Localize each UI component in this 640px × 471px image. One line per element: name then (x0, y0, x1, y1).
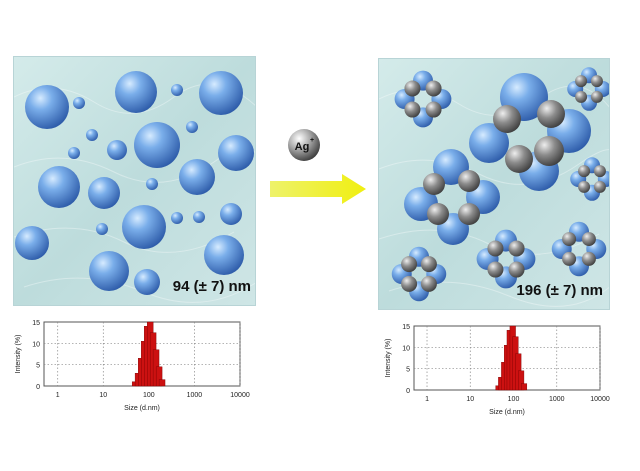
x-axis-label: Size (d.nm) (124, 405, 160, 412)
y-tick-label: 0 (36, 384, 40, 391)
x-tick-label: 100 (508, 396, 520, 403)
x-tick-label: 1000 (187, 392, 203, 399)
x-tick-label: 100 (143, 392, 155, 399)
silver-ion-icon: Ag + (286, 127, 322, 163)
left-size-label: 94 (± 7) nm (172, 278, 251, 295)
right-size-histogram: 0 5 10 15 1 10 100 1000 10000 Size (d.nm) Intensit… (378, 322, 614, 432)
x-tick-label: 10000 (590, 396, 610, 403)
silver-bridged-cluster (570, 157, 609, 201)
ion-charge: + (310, 137, 314, 144)
histogram-bar (158, 379, 166, 387)
y-tick-label: 0 (406, 388, 410, 395)
silver-bridged-cluster (394, 70, 452, 128)
silver-bridged-cluster (567, 67, 609, 111)
x-tick-label: 10000 (230, 392, 250, 399)
y-tick-label: 15 (402, 324, 410, 331)
x-axis-label: Size (d.nm) (489, 409, 525, 416)
y-tick-label: 5 (36, 363, 40, 370)
large-silver-bridged-cluster (404, 149, 500, 245)
x-tick-label: 1 (56, 392, 60, 399)
silver-bridged-cluster (551, 221, 607, 277)
large-silver-bridged-cluster (469, 73, 591, 191)
y-axis-label: Intensity (%) (15, 335, 22, 374)
silver-bridged-cluster (391, 246, 447, 302)
y-tick-label: 5 (406, 367, 410, 374)
x-tick-label: 10 (466, 396, 474, 403)
x-tick-label: 1 (425, 396, 429, 403)
aggregated-nanoparticles-panel: 196 (± 7) nm (378, 58, 610, 310)
dispersed-nanoparticles-illustration (14, 57, 255, 305)
dispersed-nanoparticles-panel: 94 (± 7) nm (13, 56, 256, 306)
x-tick-label: 1000 (549, 396, 565, 403)
ion-symbol: Ag (295, 141, 310, 153)
aggregated-nanoparticles-illustration (379, 59, 609, 309)
histogram-bar (521, 383, 528, 391)
y-tick-label: 10 (402, 345, 410, 352)
x-tick-label: 10 (99, 392, 107, 399)
right-size-label: 196 (± 7) nm (516, 282, 603, 299)
left-size-histogram: 0 5 10 15 1 10 100 1000 10000 Size (d.nm) Intensit… (8, 318, 254, 428)
y-tick-label: 10 (32, 341, 40, 348)
y-tick-label: 15 (32, 320, 40, 327)
silver-bridged-cluster (476, 229, 536, 289)
y-axis-label: Intensity (%) (385, 339, 392, 378)
reaction-arrow (268, 172, 368, 206)
